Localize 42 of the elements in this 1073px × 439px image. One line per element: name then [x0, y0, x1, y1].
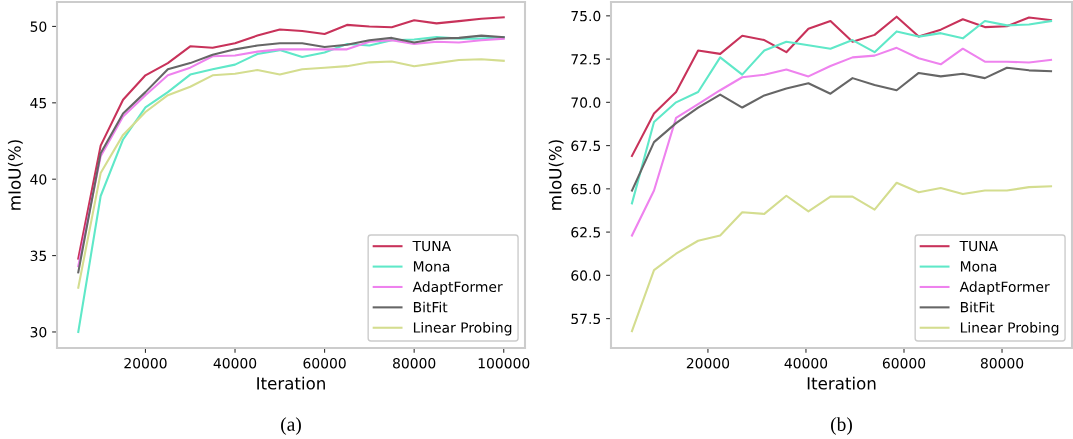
- legend-label: Mona: [960, 261, 997, 272]
- line-series: [630, 19, 1053, 205]
- y-tick-label: 40: [30, 174, 47, 185]
- y-tick-label: 72.5: [571, 54, 601, 65]
- x-tick-label: 60000: [303, 357, 346, 369]
- x-tick-label: 20000: [686, 357, 730, 369]
- x-tick-label: 80000: [393, 357, 436, 369]
- y-tick-label: 50: [30, 21, 47, 32]
- legend-label: AdaptFormer: [412, 281, 503, 295]
- x-axis-title: Iteration: [257, 376, 325, 390]
- line-series: [630, 15, 1053, 158]
- y-tick-label: 45: [30, 97, 47, 109]
- legend-label: TUNA: [959, 240, 999, 252]
- text: (b): [831, 417, 852, 435]
- line-series: [630, 46, 1053, 237]
- x-tick-label: 100000: [478, 357, 530, 369]
- y-axis-title: mIoU(%): [7, 140, 23, 210]
- y-tick-label: 60.0: [571, 270, 601, 281]
- y-axis-title: mIoU(%): [548, 140, 564, 210]
- legend-label: Linear Probing: [960, 322, 1059, 336]
- x-axis-title: Iteration: [807, 376, 876, 390]
- y-tick-label: 57.5: [571, 313, 601, 325]
- legend-label: Mona: [413, 261, 450, 272]
- legend-label: BitFit: [413, 301, 448, 313]
- legend-label: Linear Probing: [413, 322, 512, 336]
- y-tick-label: 75.0: [571, 10, 601, 22]
- legend-label: BitFit: [960, 301, 995, 313]
- y-tick-label: 67.5: [571, 140, 601, 152]
- x-tick-label: 40000: [213, 357, 257, 369]
- x-tick-label: 60000: [882, 357, 926, 369]
- y-tick-label: 62.5: [571, 227, 601, 238]
- y-tick-label: 30: [30, 326, 47, 338]
- y-tick-label: 35: [30, 250, 47, 262]
- x-tick-label: 80000: [980, 357, 1024, 369]
- x-tick-label: 40000: [784, 357, 828, 369]
- line-series: [630, 66, 1053, 192]
- x-tick-label: 20000: [124, 357, 167, 369]
- text: (a): [281, 417, 301, 435]
- y-tick-label: 70.0: [571, 97, 601, 108]
- legend-label: TUNA: [412, 240, 452, 252]
- y-tick-label: 65.0: [571, 183, 601, 195]
- legend-label: AdaptFormer: [959, 281, 1050, 295]
